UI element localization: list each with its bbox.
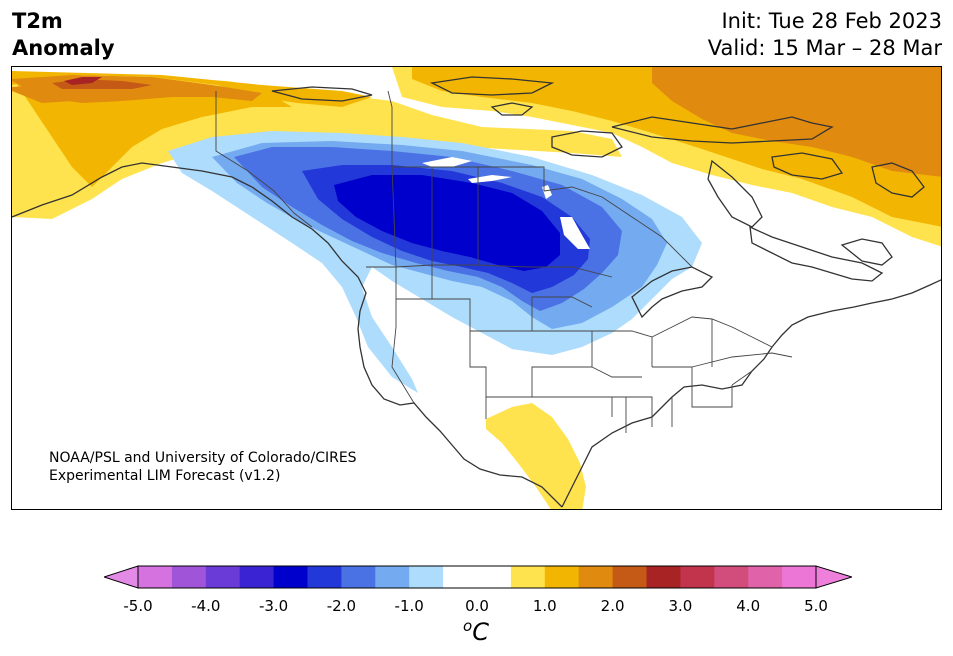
unit-degree: o: [463, 617, 473, 635]
unit-letter: C: [472, 618, 489, 646]
colorbar-cell: [273, 566, 308, 588]
colorbar-cell: [544, 566, 580, 588]
colorbar-tick-label: 5.0: [804, 597, 828, 615]
colorbar-tick-label: -4.0: [191, 597, 221, 615]
colorbar-cell: [782, 566, 817, 588]
title-variable: T2m: [12, 9, 63, 33]
warm-anomaly-northeast: [392, 67, 941, 247]
colorbar-cell: [646, 566, 681, 588]
colorbar-cell: [714, 566, 749, 588]
colorbar-cell: [171, 566, 207, 588]
title-field: Anomaly: [12, 36, 115, 60]
credit-line-1: NOAA/PSL and University of Colorado/CIRE…: [49, 450, 357, 466]
political-borders: [215, 90, 793, 433]
colorbar-cell: [612, 566, 647, 588]
colorbar-cell: [578, 566, 614, 588]
forecast-dates: Init: Tue 28 Feb 2023 Valid: 15 Mar – 28…: [708, 8, 942, 62]
colorbar-outline: [137, 565, 817, 589]
colorbar-cell: [748, 566, 783, 588]
credit-line-2: Experimental LIM Forecast (v1.2): [49, 468, 281, 484]
colorbar-tick-label: 0.0: [465, 597, 489, 615]
colorbar-tick-label: 4.0: [736, 597, 761, 615]
colorbar-cell: [510, 566, 546, 588]
colorbar-unit: oC: [463, 617, 489, 646]
colorbar-cell: [239, 566, 275, 588]
colorbar-tick-label: -2.0: [326, 597, 357, 615]
anomaly-map: [11, 66, 942, 510]
colorbar-tick-label: -1.0: [394, 597, 424, 615]
colorbar-under-arrow: [104, 565, 139, 589]
colorbar-tick-label: 1.0: [532, 597, 557, 615]
warm-anomaly-mexico: [486, 403, 586, 509]
colorbar-tick-label: 3.0: [668, 597, 693, 615]
colorbar-tick-label: 2.0: [600, 597, 625, 615]
colorbar-over-arrow: [815, 565, 852, 589]
cold-anomaly-core: [168, 131, 702, 393]
colorbar-cell: [443, 566, 512, 588]
colorbar-cell: [307, 566, 342, 588]
colorbar-cell: [409, 566, 444, 588]
colorbar-cell: [138, 566, 173, 588]
map-title: T2m Anomaly: [12, 8, 115, 62]
colorbar-cell: [680, 566, 715, 588]
init-date: Init: Tue 28 Feb 2023: [721, 9, 942, 33]
colorbar-tick-label: -5.0: [123, 597, 153, 615]
coastlines: [12, 76, 941, 508]
valid-period: Valid: 15 Mar – 28 Mar: [707, 36, 942, 60]
colorbar-cell: [205, 566, 241, 588]
colorbar-tick-label: -3.0: [258, 597, 289, 615]
colorbar: [104, 565, 852, 589]
map-canvas: [12, 67, 941, 509]
warm-anomaly-northwest: [12, 71, 622, 219]
data-credit: NOAA/PSL and University of Colorado/CIRE…: [49, 449, 357, 485]
colorbar-cell: [375, 566, 410, 588]
colorbar-cell: [341, 566, 376, 588]
colorbar-cells: [138, 566, 817, 588]
